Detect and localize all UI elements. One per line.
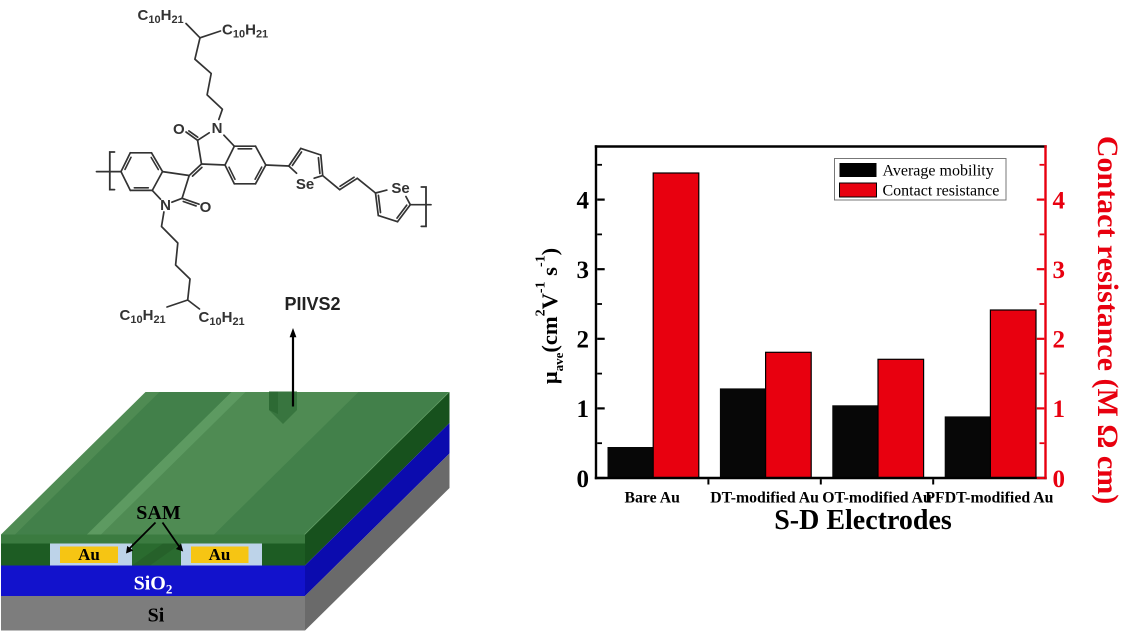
svg-text:OT-modified Au: OT-modified Au (822, 490, 932, 507)
svg-text:Au: Au (78, 545, 100, 564)
svg-text:3: 3 (577, 257, 590, 284)
svg-text:Se: Se (296, 176, 314, 193)
svg-text:SAM: SAM (136, 502, 181, 524)
svg-text:PFDT-modified Au: PFDT-modified Au (925, 490, 1053, 507)
svg-text:4: 4 (1053, 187, 1066, 214)
svg-text:Au: Au (209, 545, 231, 564)
svg-text:Si: Si (148, 605, 165, 627)
svg-text:0: 0 (1053, 466, 1066, 493)
svg-text:3: 3 (1053, 257, 1066, 284)
svg-text:N: N (160, 197, 171, 214)
svg-text:1: 1 (577, 396, 590, 423)
svg-text:Contact resistance (M Ω cm): Contact resistance (M Ω cm) (1091, 136, 1123, 504)
svg-text:O: O (200, 199, 212, 216)
svg-text:Average mobility: Average mobility (883, 163, 994, 180)
svg-text:N: N (212, 120, 223, 137)
svg-text:1: 1 (1053, 396, 1066, 423)
svg-text:4: 4 (577, 187, 590, 214)
svg-text:Se: Se (391, 180, 409, 197)
svg-text:Bare Au: Bare Au (624, 490, 680, 507)
svg-text:DT-modified Au: DT-modified Au (710, 490, 819, 507)
svg-text:Contact resistance: Contact resistance (883, 183, 1000, 200)
svg-text:0: 0 (577, 466, 590, 493)
svg-text:2: 2 (577, 327, 590, 354)
svg-text:O: O (173, 121, 185, 138)
svg-text:PIIVS2: PIIVS2 (284, 294, 340, 314)
svg-text:S-D Electrodes: S-D Electrodes (774, 505, 952, 536)
svg-text:2: 2 (1053, 327, 1066, 354)
svg-text:μave(cm2V-1 s-1): μave(cm2V-1 s-1) (534, 248, 567, 384)
